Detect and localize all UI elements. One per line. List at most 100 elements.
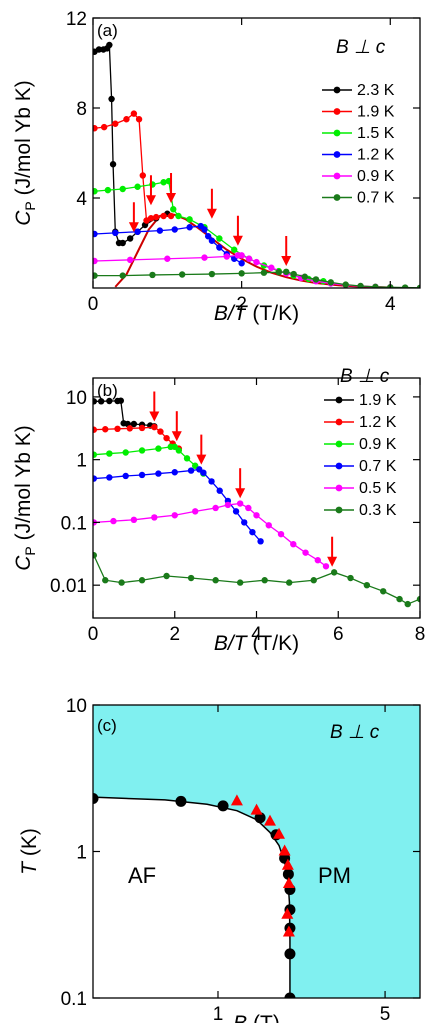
data-point [265, 522, 272, 529]
data-point [249, 528, 256, 536]
legend-label: 1.9 K [359, 392, 397, 409]
data-point [106, 41, 113, 49]
data-point [312, 276, 320, 283]
data-point [363, 581, 371, 589]
y-tick-label: 10 [66, 388, 87, 409]
data-point [167, 212, 175, 220]
data-point [230, 794, 243, 806]
data-point [216, 244, 223, 251]
data-point [201, 254, 208, 261]
x-tick-label: 5 [380, 1004, 391, 1023]
data-point [212, 577, 219, 584]
data-point [93, 272, 98, 279]
series-1 [230, 794, 295, 937]
data-point [152, 213, 160, 221]
plot-frame [92, 17, 421, 289]
panel-label: (c) [97, 716, 117, 735]
transition-arrow [327, 536, 338, 567]
legend-item: 1.5 K [322, 125, 395, 142]
data-point [93, 475, 98, 482]
series-1.9K [93, 110, 175, 224]
data-point [342, 281, 349, 288]
data-point [93, 451, 98, 458]
data-point [286, 579, 293, 586]
data-point [281, 907, 294, 919]
legend-item: 0.9 K [324, 436, 397, 453]
data-point [170, 206, 177, 213]
legend-swatch-marker [335, 418, 343, 426]
legend-item: 2.3 K [322, 82, 395, 99]
data-point [126, 256, 134, 264]
data-point [119, 272, 126, 279]
legend-label: 1.9 K [357, 104, 395, 121]
region-label-af: AF [128, 863, 156, 888]
data-point [138, 447, 146, 454]
data-point [151, 514, 158, 521]
data-point [93, 257, 98, 265]
data-point [171, 443, 178, 451]
data-point [216, 487, 223, 494]
data-point [122, 449, 129, 456]
data-point [157, 428, 164, 435]
legend-label: 1.2 K [359, 414, 397, 431]
data-point [93, 125, 98, 132]
data-point [281, 858, 294, 870]
data-point [302, 549, 309, 556]
data-point [100, 123, 108, 131]
data-point [253, 258, 260, 266]
panel-label: (a) [97, 21, 118, 40]
data-point [290, 270, 297, 278]
data-point [106, 450, 113, 457]
data-point [347, 574, 354, 582]
data-point [110, 517, 117, 525]
data-point [416, 284, 420, 288]
data-point [223, 253, 230, 260]
data-point [104, 186, 112, 194]
data-point [257, 538, 264, 545]
series-1.2K [93, 222, 245, 267]
legend-swatch-marker [333, 86, 341, 94]
legend-item: 0.5 K [324, 480, 397, 497]
data-point [238, 270, 245, 277]
transition-arrow [149, 391, 160, 422]
y-tick-label: 0.1 [61, 513, 87, 534]
data-point [357, 282, 364, 288]
legend-label: 0.7 K [357, 190, 395, 207]
series-0 [93, 793, 296, 998]
data-point [231, 246, 238, 253]
data-point [273, 827, 286, 839]
data-point [201, 226, 208, 233]
x-tick-label: 8 [415, 624, 426, 645]
data-point [147, 215, 155, 222]
transition-arrow [281, 236, 292, 266]
phase-boundary-line [93, 796, 291, 998]
model-curve [114, 212, 391, 288]
legend-swatch-marker [335, 396, 343, 404]
data-point [155, 470, 162, 477]
y-tick-label: 0.1 [61, 989, 87, 1010]
series-line [93, 426, 180, 450]
data-point [102, 577, 109, 584]
data-point [232, 508, 240, 515]
data-point [278, 844, 291, 856]
panel-label: (b) [97, 381, 118, 400]
data-point [119, 239, 126, 247]
legend-item: 1.9 K [322, 104, 395, 121]
data-point [245, 255, 253, 262]
data-point [109, 161, 117, 168]
legend-label: 0.9 K [357, 168, 395, 185]
y-tick-label: 12 [66, 9, 87, 30]
data-point [139, 172, 146, 179]
legend-item: 1.2 K [322, 147, 395, 164]
x-tick-label: 4 [251, 624, 262, 645]
data-point [284, 948, 296, 960]
legend-swatch-marker [335, 506, 343, 514]
data-point [254, 812, 266, 824]
data-point [187, 467, 195, 474]
data-point [245, 504, 252, 512]
data-point [253, 512, 260, 519]
data-point [268, 264, 275, 271]
data-point [126, 235, 134, 242]
data-point [261, 577, 268, 584]
transition-arrow [166, 173, 177, 203]
